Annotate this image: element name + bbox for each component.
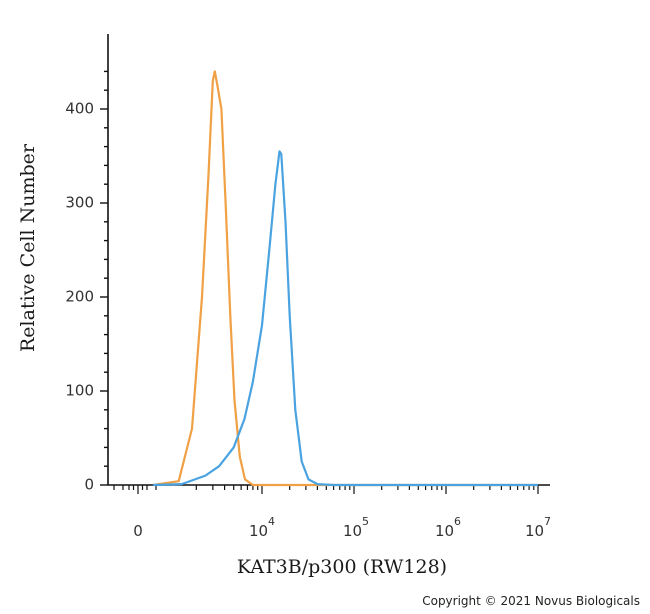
x-tick-label-base: 0	[133, 522, 143, 540]
x-tick-label: 105	[343, 515, 369, 540]
x-tick-label-exponent: 6	[454, 515, 461, 528]
y-axis-title: Relative Cell Number	[17, 143, 39, 352]
y-tick-label: 200	[65, 288, 94, 306]
y-tick-label: 0	[84, 476, 94, 494]
x-tick-label: 0	[133, 522, 143, 540]
x-tick-label-base: 10	[343, 522, 362, 540]
y-axis-ticks	[100, 70, 108, 486]
x-tick-label-exponent: 5	[362, 515, 369, 528]
histogram-series-orange	[152, 70, 538, 487]
x-axis-ticks	[113, 485, 539, 494]
x-tick-label-base: 10	[435, 522, 454, 540]
x-tick-label-base: 10	[249, 522, 268, 540]
x-tick-label-exponent: 4	[268, 515, 275, 528]
x-axis-title: KAT3B/p300 (RW128)	[237, 556, 447, 578]
copyright-text: Copyright © 2021 Novus Biologicals	[422, 594, 640, 608]
x-tick-label: 104	[249, 515, 275, 540]
x-tick-label-exponent: 7	[544, 515, 551, 528]
histogram-series-blue	[152, 150, 538, 487]
y-tick-label: 100	[65, 382, 94, 400]
y-tick-label: 400	[65, 100, 94, 118]
x-tick-label: 107	[525, 515, 551, 540]
x-tick-label-base: 10	[525, 522, 544, 540]
y-tick-label: 300	[65, 194, 94, 212]
x-tick-label: 106	[435, 515, 461, 540]
